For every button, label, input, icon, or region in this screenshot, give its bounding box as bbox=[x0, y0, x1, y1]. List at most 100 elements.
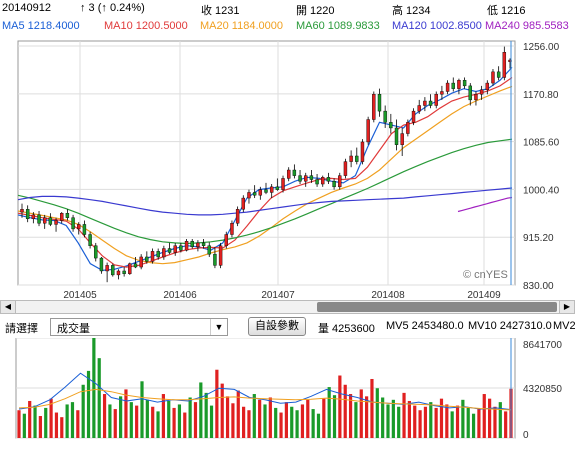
volume-bar bbox=[306, 399, 310, 438]
candle-down bbox=[428, 100, 433, 106]
candlestick bbox=[105, 262, 109, 283]
candlestick bbox=[502, 46, 507, 81]
candle-down bbox=[309, 175, 314, 180]
price-chart[interactable]: 1256.00 1170.80 1085.60 1000.40 915.20 830.00… bbox=[0, 36, 575, 322]
volume-bar bbox=[455, 405, 460, 438]
indicator-select[interactable]: 成交量 ▼ bbox=[50, 318, 228, 336]
candlestick bbox=[298, 170, 302, 185]
candle-up bbox=[343, 161, 348, 176]
watermark-text: © cnYES bbox=[463, 269, 508, 281]
candle-down bbox=[315, 179, 319, 185]
volume-bar bbox=[86, 370, 91, 438]
volume-bar bbox=[33, 405, 37, 438]
x-tick-label: 201408 bbox=[371, 290, 405, 301]
volume-bar bbox=[290, 406, 294, 438]
candlestick bbox=[474, 91, 478, 106]
candle-up bbox=[269, 186, 274, 193]
indicator-select-value: 成交量 bbox=[57, 323, 90, 335]
volume-bar bbox=[311, 409, 315, 438]
candlestick bbox=[54, 217, 58, 232]
candle-up bbox=[406, 122, 410, 134]
volume-bar bbox=[477, 409, 481, 438]
candle-up bbox=[360, 141, 365, 162]
candle-up bbox=[400, 133, 404, 145]
volume-bar bbox=[204, 392, 208, 438]
volume-bar bbox=[76, 410, 80, 438]
candlestick bbox=[167, 242, 172, 255]
ma60-legend: MA60 1089.9833 bbox=[296, 20, 380, 32]
candlestick bbox=[389, 113, 393, 134]
ma60-line bbox=[17, 138, 513, 245]
ma10-legend: MA10 1200.5000 bbox=[104, 20, 188, 32]
volume-bar bbox=[54, 412, 59, 438]
candle-up bbox=[417, 105, 421, 112]
candlestick bbox=[292, 164, 297, 179]
candlestick bbox=[235, 206, 240, 227]
volume-bar bbox=[135, 405, 139, 438]
candlestick bbox=[428, 94, 433, 109]
volume-bar bbox=[332, 395, 337, 438]
settings-button[interactable]: 自設參數 bbox=[248, 317, 306, 336]
mv10-legend: MV10 2427310.0 bbox=[468, 320, 552, 332]
scroll-track[interactable] bbox=[16, 300, 559, 314]
volume-bar bbox=[407, 400, 411, 438]
scroll-left-button[interactable]: ◀ bbox=[0, 300, 16, 314]
volume-bar bbox=[418, 410, 422, 438]
candlestick bbox=[71, 214, 75, 232]
candlestick bbox=[304, 172, 308, 187]
volume-bar bbox=[145, 399, 149, 438]
candle-up bbox=[440, 91, 444, 95]
mv20-legend: MV20 bbox=[553, 320, 575, 332]
candlestick bbox=[25, 205, 30, 223]
candle-up bbox=[54, 220, 58, 225]
volume-bar bbox=[434, 407, 438, 438]
volume-bar bbox=[167, 400, 171, 438]
volume-bar bbox=[343, 384, 347, 438]
volume-bar bbox=[236, 390, 240, 438]
candlestick bbox=[162, 245, 166, 260]
time-scrollbar[interactable]: ◀ ▶ bbox=[0, 300, 575, 314]
candle-down bbox=[252, 192, 257, 196]
candlestick bbox=[190, 239, 194, 249]
candlestick bbox=[281, 175, 285, 193]
candlestick bbox=[184, 239, 189, 252]
volume-chart[interactable]: 8641700 4320850 0 bbox=[0, 338, 575, 452]
candlestick bbox=[213, 246, 217, 269]
volume-bar bbox=[209, 405, 214, 438]
candlestick bbox=[116, 269, 121, 280]
quote-date: 20140912 bbox=[2, 2, 51, 14]
volume-bar bbox=[231, 403, 235, 438]
volume-bar bbox=[140, 381, 144, 438]
volume-bar bbox=[108, 404, 112, 438]
candlestick bbox=[133, 256, 138, 269]
mv5-legend: MV5 2453480.0 bbox=[386, 320, 464, 332]
volume-bar bbox=[49, 398, 53, 438]
candle-down bbox=[468, 85, 472, 101]
candlestick bbox=[400, 127, 404, 156]
volume-bar bbox=[295, 410, 299, 438]
scroll-right-button[interactable]: ▶ bbox=[559, 300, 575, 314]
candlestick bbox=[224, 231, 228, 249]
candle-down bbox=[394, 127, 399, 145]
candlestick bbox=[326, 172, 331, 185]
candlestick bbox=[321, 175, 325, 187]
candlestick bbox=[65, 209, 70, 221]
candle-up bbox=[502, 52, 507, 78]
volume-bar bbox=[220, 383, 224, 438]
candle-down bbox=[496, 71, 501, 78]
scroll-thumb[interactable] bbox=[317, 302, 557, 312]
chevron-down-icon[interactable]: ▼ bbox=[210, 319, 227, 335]
volume-bar bbox=[300, 404, 305, 438]
candle-down bbox=[48, 217, 53, 225]
candle-down bbox=[326, 177, 331, 182]
candlestick bbox=[360, 139, 365, 165]
candlestick bbox=[42, 214, 47, 229]
ma5-legend: MA5 1218.4000 bbox=[2, 20, 80, 32]
candlestick bbox=[122, 267, 126, 277]
candle-down bbox=[88, 234, 92, 246]
volume-bar bbox=[381, 397, 385, 438]
candlestick bbox=[258, 186, 263, 200]
candlestick bbox=[451, 77, 455, 92]
candle-down bbox=[167, 248, 172, 253]
volume-bar bbox=[258, 399, 262, 438]
